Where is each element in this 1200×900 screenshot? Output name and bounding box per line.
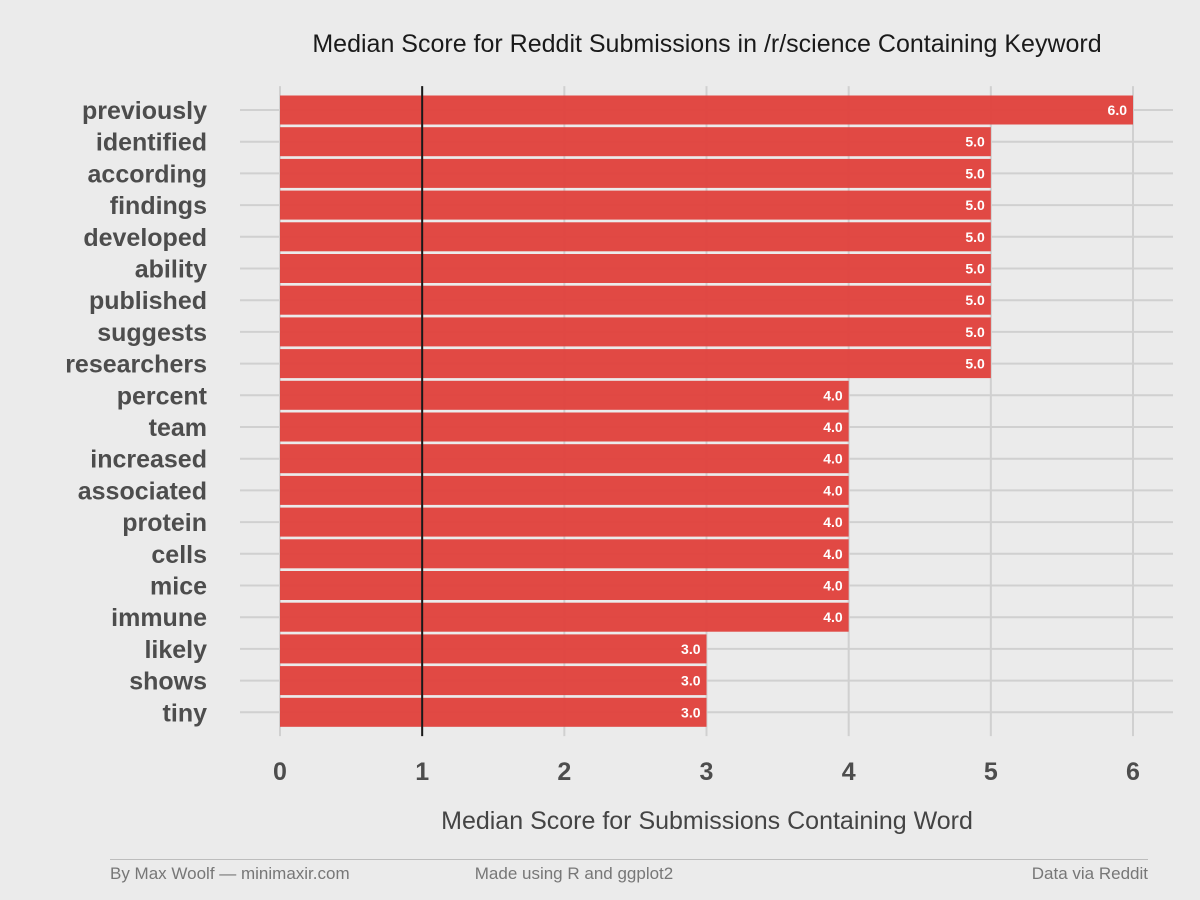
bar [280, 190, 991, 220]
bar [280, 254, 991, 283]
data-label: 5.0 [965, 229, 985, 245]
category-label: cells [151, 541, 207, 569]
bar [280, 158, 991, 188]
data-label: 5.0 [965, 134, 985, 150]
x-tick-label: 1 [415, 758, 429, 786]
data-label: 5.0 [965, 324, 985, 340]
bar [280, 697, 707, 727]
x-tick-label: 2 [557, 758, 571, 786]
bar [280, 285, 991, 315]
category-label: likely [144, 636, 207, 664]
bar [280, 317, 991, 347]
data-label: 4.0 [823, 546, 843, 562]
category-label: team [149, 414, 207, 442]
data-label: 4.0 [823, 482, 843, 498]
category-label: mice [150, 573, 207, 601]
x-tick-label: 5 [984, 758, 998, 786]
data-label: 5.0 [965, 292, 985, 308]
bar [280, 349, 991, 379]
data-label: 4.0 [823, 514, 843, 530]
data-label: 4.0 [823, 578, 843, 594]
category-label: researchers [65, 351, 207, 379]
x-tick-label: 6 [1126, 758, 1140, 786]
category-label: published [89, 287, 207, 315]
data-label: 5.0 [965, 356, 985, 372]
category-label: tiny [163, 699, 208, 727]
x-axis-title: Median Score for Submissions Containing … [441, 807, 973, 835]
category-label: suggests [97, 319, 207, 347]
x-tick-label: 0 [273, 758, 287, 786]
bar [280, 444, 849, 474]
data-label: 4.0 [823, 387, 843, 403]
data-labels: 6.0 5.0 5.0 5.0 5.0 5.0 5.0 5.0 5.0 4.0 4.0 4.0 4.0 4… [681, 102, 1127, 720]
bar [280, 222, 991, 252]
category-label: developed [83, 224, 207, 252]
category-label: identified [96, 129, 207, 157]
bar [280, 634, 707, 664]
footer-credit: By Max Woolf — minimaxir.com [110, 864, 350, 883]
y-axis-tick-labels: previously identified according findings dev… [65, 97, 207, 727]
data-label: 5.0 [965, 197, 985, 213]
data-label: 3.0 [681, 641, 701, 657]
data-label: 4.0 [823, 451, 843, 467]
x-axis-tick-labels: 0 1 2 3 4 5 6 [273, 758, 1140, 786]
category-label: previously [82, 97, 207, 125]
category-label: protein [122, 509, 207, 537]
bar [280, 127, 991, 157]
category-label: percent [117, 382, 208, 410]
x-tick-label: 4 [842, 758, 856, 786]
x-tick-label: 3 [700, 758, 714, 786]
footer-divider [110, 859, 1148, 860]
data-label: 5.0 [965, 261, 985, 277]
bars [280, 95, 1133, 727]
bar [280, 539, 849, 569]
category-label: immune [111, 604, 207, 632]
bar [280, 666, 707, 696]
bar [280, 571, 849, 600]
data-label: 6.0 [1108, 102, 1128, 118]
category-label: associated [78, 477, 207, 505]
category-label: according [88, 160, 207, 188]
category-label: increased [90, 446, 207, 474]
bar [280, 95, 1133, 125]
category-label: findings [110, 192, 207, 220]
data-label: 4.0 [823, 419, 843, 435]
category-label: shows [129, 668, 207, 696]
data-label: 3.0 [681, 673, 701, 689]
bar [280, 507, 849, 537]
category-label: ability [135, 256, 207, 284]
data-label: 3.0 [681, 704, 701, 720]
bar [280, 380, 849, 410]
bar [280, 412, 849, 442]
footer-source: Data via Reddit [1031, 864, 1148, 883]
data-label: 4.0 [823, 609, 843, 625]
bar [280, 475, 849, 505]
data-label: 5.0 [965, 165, 985, 181]
bar [280, 602, 849, 632]
chart-title: Median Score for Reddit Submissions in /… [312, 30, 1101, 58]
